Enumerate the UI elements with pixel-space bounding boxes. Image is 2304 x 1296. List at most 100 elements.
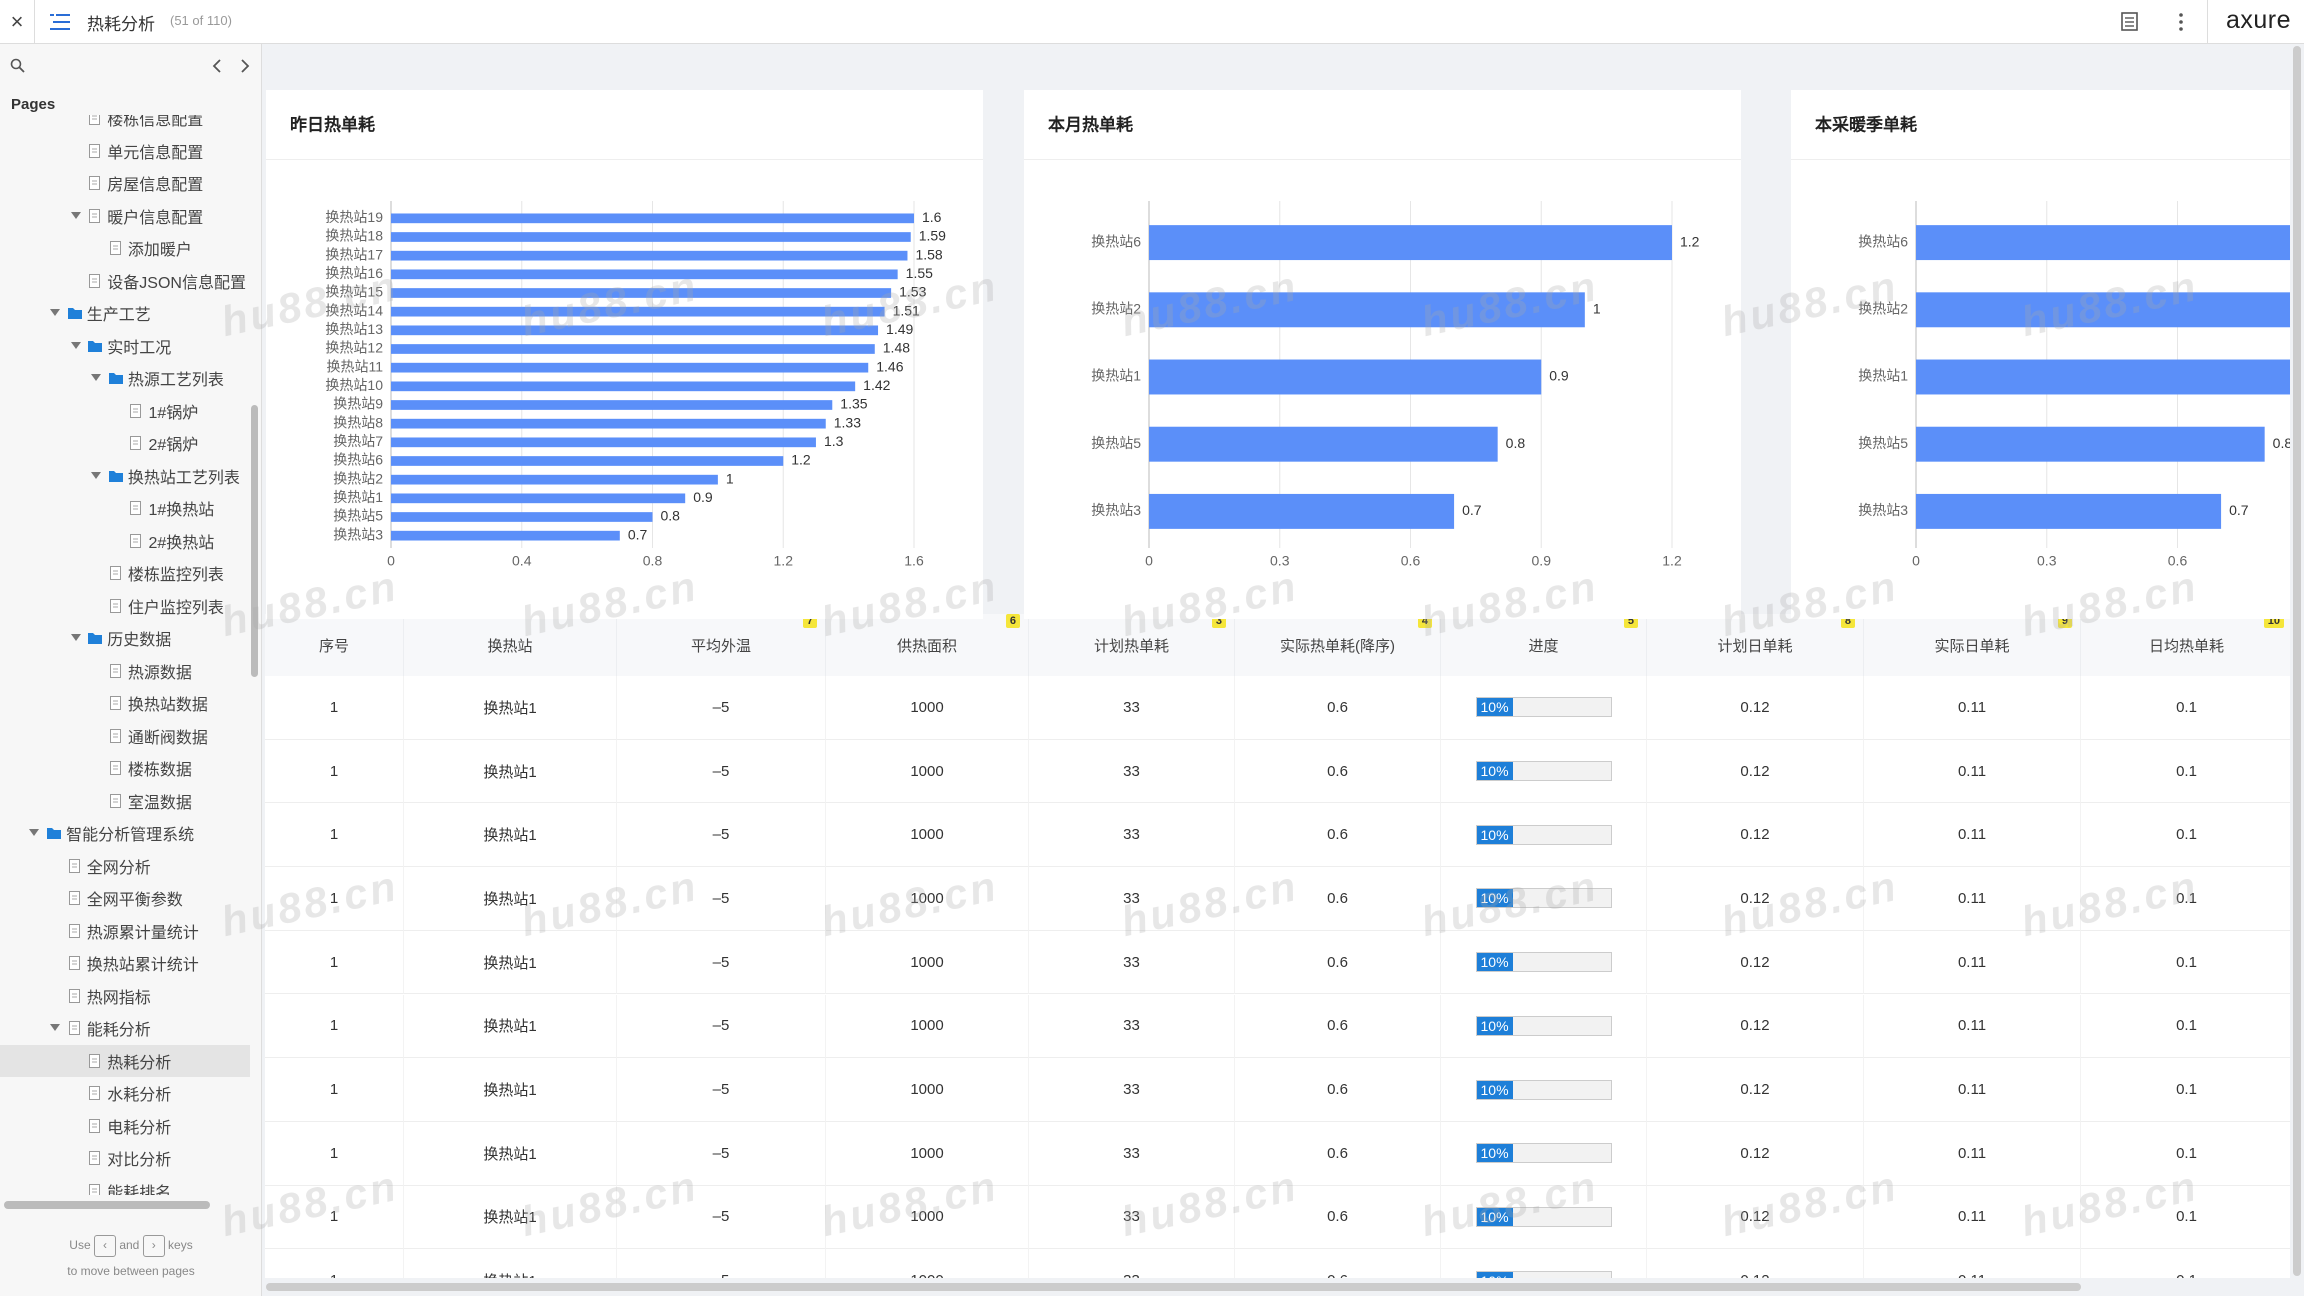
cell-text: 1 bbox=[329, 1081, 339, 1099]
tree-label: 室温数据 bbox=[127, 794, 192, 812]
data-label: 0.7 bbox=[628, 526, 648, 542]
panel-divider bbox=[1791, 159, 2290, 160]
column-header: 计划日单耗 8 bbox=[1647, 614, 1864, 676]
folder-icon bbox=[108, 373, 123, 384]
cell-text: 换热站1 bbox=[483, 827, 537, 845]
cell-text: 1000 bbox=[910, 826, 944, 844]
tree-item[interactable]: 对比分析 bbox=[0, 1142, 250, 1174]
tree-item[interactable]: 全网分析 bbox=[0, 850, 250, 882]
expand-caret[interactable] bbox=[49, 1024, 60, 1032]
table-cell: 换热站1 bbox=[404, 930, 617, 995]
x-tick-label: 0.6 bbox=[1401, 553, 1421, 569]
table-cell: 0.11 bbox=[1864, 1121, 2081, 1186]
close-button[interactable]: × bbox=[10, 9, 24, 34]
expand-caret[interactable] bbox=[91, 471, 102, 480]
tree-item[interactable]: 通断阀数据 bbox=[0, 720, 250, 752]
expand-caret[interactable] bbox=[91, 374, 102, 382]
tree-item[interactable]: 实时工况 bbox=[0, 330, 250, 362]
y-tick-label: 换热站5 bbox=[1091, 435, 1141, 451]
tree-label: 2#换热站 bbox=[148, 534, 215, 552]
expand-caret[interactable] bbox=[29, 829, 40, 837]
column-header: 序号 bbox=[265, 614, 404, 676]
tree-item[interactable]: 换热站工艺列表 bbox=[0, 460, 250, 492]
prev-page[interactable] bbox=[210, 58, 224, 74]
y-tick-label: 换热站3 bbox=[1858, 502, 1908, 518]
table-cell: 0.11 bbox=[1864, 1185, 2081, 1250]
cell-text: 0.1 bbox=[2176, 1144, 2197, 1162]
page-icon bbox=[68, 956, 80, 970]
tree-item[interactable]: 1#锅炉 bbox=[0, 395, 250, 427]
page-icon bbox=[109, 598, 121, 613]
axure-logo[interactable]: axure bbox=[2226, 6, 2292, 34]
tree-item[interactable]: 住户监控列表 bbox=[0, 590, 250, 622]
expand-caret[interactable] bbox=[49, 309, 60, 317]
next-page[interactable] bbox=[238, 58, 252, 74]
table-cell: 0.6 bbox=[1235, 739, 1441, 804]
tree-item[interactable]: 设备JSON信息配置 bbox=[0, 265, 250, 297]
more-icon[interactable] bbox=[2177, 12, 2185, 32]
table-cell: 1000 bbox=[826, 1121, 1029, 1186]
tree-item[interactable]: 单元信息配置 bbox=[0, 135, 250, 167]
data-label: 0.7 bbox=[1462, 502, 1482, 518]
cell-text: 0.1 bbox=[2176, 1208, 2197, 1226]
tree-item[interactable]: 热源工艺列表 bbox=[0, 362, 250, 394]
tree-item[interactable]: 楼栋信息配置 bbox=[0, 115, 250, 134]
progress-bar: 10% bbox=[1475, 952, 1612, 973]
tree-item[interactable]: 热源累计量统计 bbox=[0, 915, 250, 947]
cell-text: –5 bbox=[713, 1272, 730, 1278]
tree-item[interactable]: 历史数据 bbox=[0, 622, 250, 654]
expand-caret[interactable] bbox=[70, 341, 81, 350]
tree-item[interactable]: 换热站数据 bbox=[0, 687, 250, 719]
chart-title: 昨日热单耗 bbox=[290, 115, 375, 135]
tree-item[interactable]: 1#换热站 bbox=[0, 492, 250, 524]
table-cell: 0.6 bbox=[1235, 1058, 1441, 1122]
key-cap: › bbox=[142, 1234, 165, 1257]
tree-item[interactable]: 能耗分析 bbox=[0, 1012, 250, 1044]
tree-item[interactable]: 热耗分析 bbox=[0, 1044, 250, 1077]
table-cell: –5 bbox=[617, 676, 826, 740]
scrollbar bbox=[2293, 46, 2301, 1276]
table-cell: 0.11 bbox=[1864, 867, 2081, 931]
cell-text: –5 bbox=[712, 889, 730, 907]
page-icon bbox=[109, 663, 121, 678]
page-shape bbox=[109, 793, 121, 808]
y-tick-label: 换热站5 bbox=[333, 508, 383, 524]
hint-text: to move between pages bbox=[67, 1264, 195, 1278]
folder-shape bbox=[88, 340, 103, 352]
tree-item[interactable]: 热源数据 bbox=[0, 655, 250, 687]
progress-bar: 10% bbox=[1475, 888, 1612, 909]
column-header: 实际日单耗 9 bbox=[1864, 614, 2081, 676]
tree-item[interactable]: 能耗排名 bbox=[0, 1175, 250, 1195]
tree-item[interactable]: 楼栋数据 bbox=[0, 752, 250, 784]
tree-item[interactable]: 全网平衡参数 bbox=[0, 882, 250, 914]
tree-item[interactable]: 生产工艺 bbox=[0, 297, 250, 329]
tree-item[interactable]: 智能分析管理系统 bbox=[0, 817, 250, 849]
tree-item[interactable]: 热网指标 bbox=[0, 980, 250, 1012]
table-cell: 1000 bbox=[826, 994, 1029, 1059]
table-cell: 0.1 bbox=[2081, 1122, 2290, 1186]
tree-item[interactable]: 2#锅炉 bbox=[0, 427, 250, 459]
bar bbox=[391, 269, 898, 280]
x-tick-label: 0 bbox=[1145, 553, 1153, 569]
y-tick-label: 换热站6 bbox=[1091, 233, 1141, 249]
y-tick-label: 换热站6 bbox=[333, 452, 383, 468]
notes-icon[interactable] bbox=[2121, 12, 2139, 32]
tree-item[interactable]: 房屋信息配置 bbox=[0, 167, 250, 199]
tree-item[interactable]: 换热站累计统计 bbox=[0, 947, 250, 979]
page-icon bbox=[109, 241, 121, 255]
tree-item[interactable]: 电耗分析 bbox=[0, 1110, 250, 1142]
tree-item[interactable]: 水耗分析 bbox=[0, 1077, 250, 1109]
search-icon[interactable] bbox=[10, 58, 26, 74]
expand-caret[interactable] bbox=[70, 211, 81, 220]
page-shape bbox=[89, 176, 101, 190]
table-cell: 0.12 bbox=[1647, 1058, 1864, 1122]
progress-label: 10% bbox=[1476, 1271, 1513, 1278]
expand-caret[interactable] bbox=[70, 634, 81, 642]
tree-item[interactable]: 2#换热站 bbox=[0, 525, 250, 557]
tree-item[interactable]: 添加暖户 bbox=[0, 232, 250, 264]
menu-icon[interactable] bbox=[50, 12, 72, 32]
tree-item[interactable]: 楼栋监控列表 bbox=[0, 557, 250, 589]
table-cell: 0.11 bbox=[1864, 994, 2081, 1059]
tree-item[interactable]: 暖户信息配置 bbox=[0, 200, 250, 232]
tree-item[interactable]: 室温数据 bbox=[0, 785, 250, 817]
